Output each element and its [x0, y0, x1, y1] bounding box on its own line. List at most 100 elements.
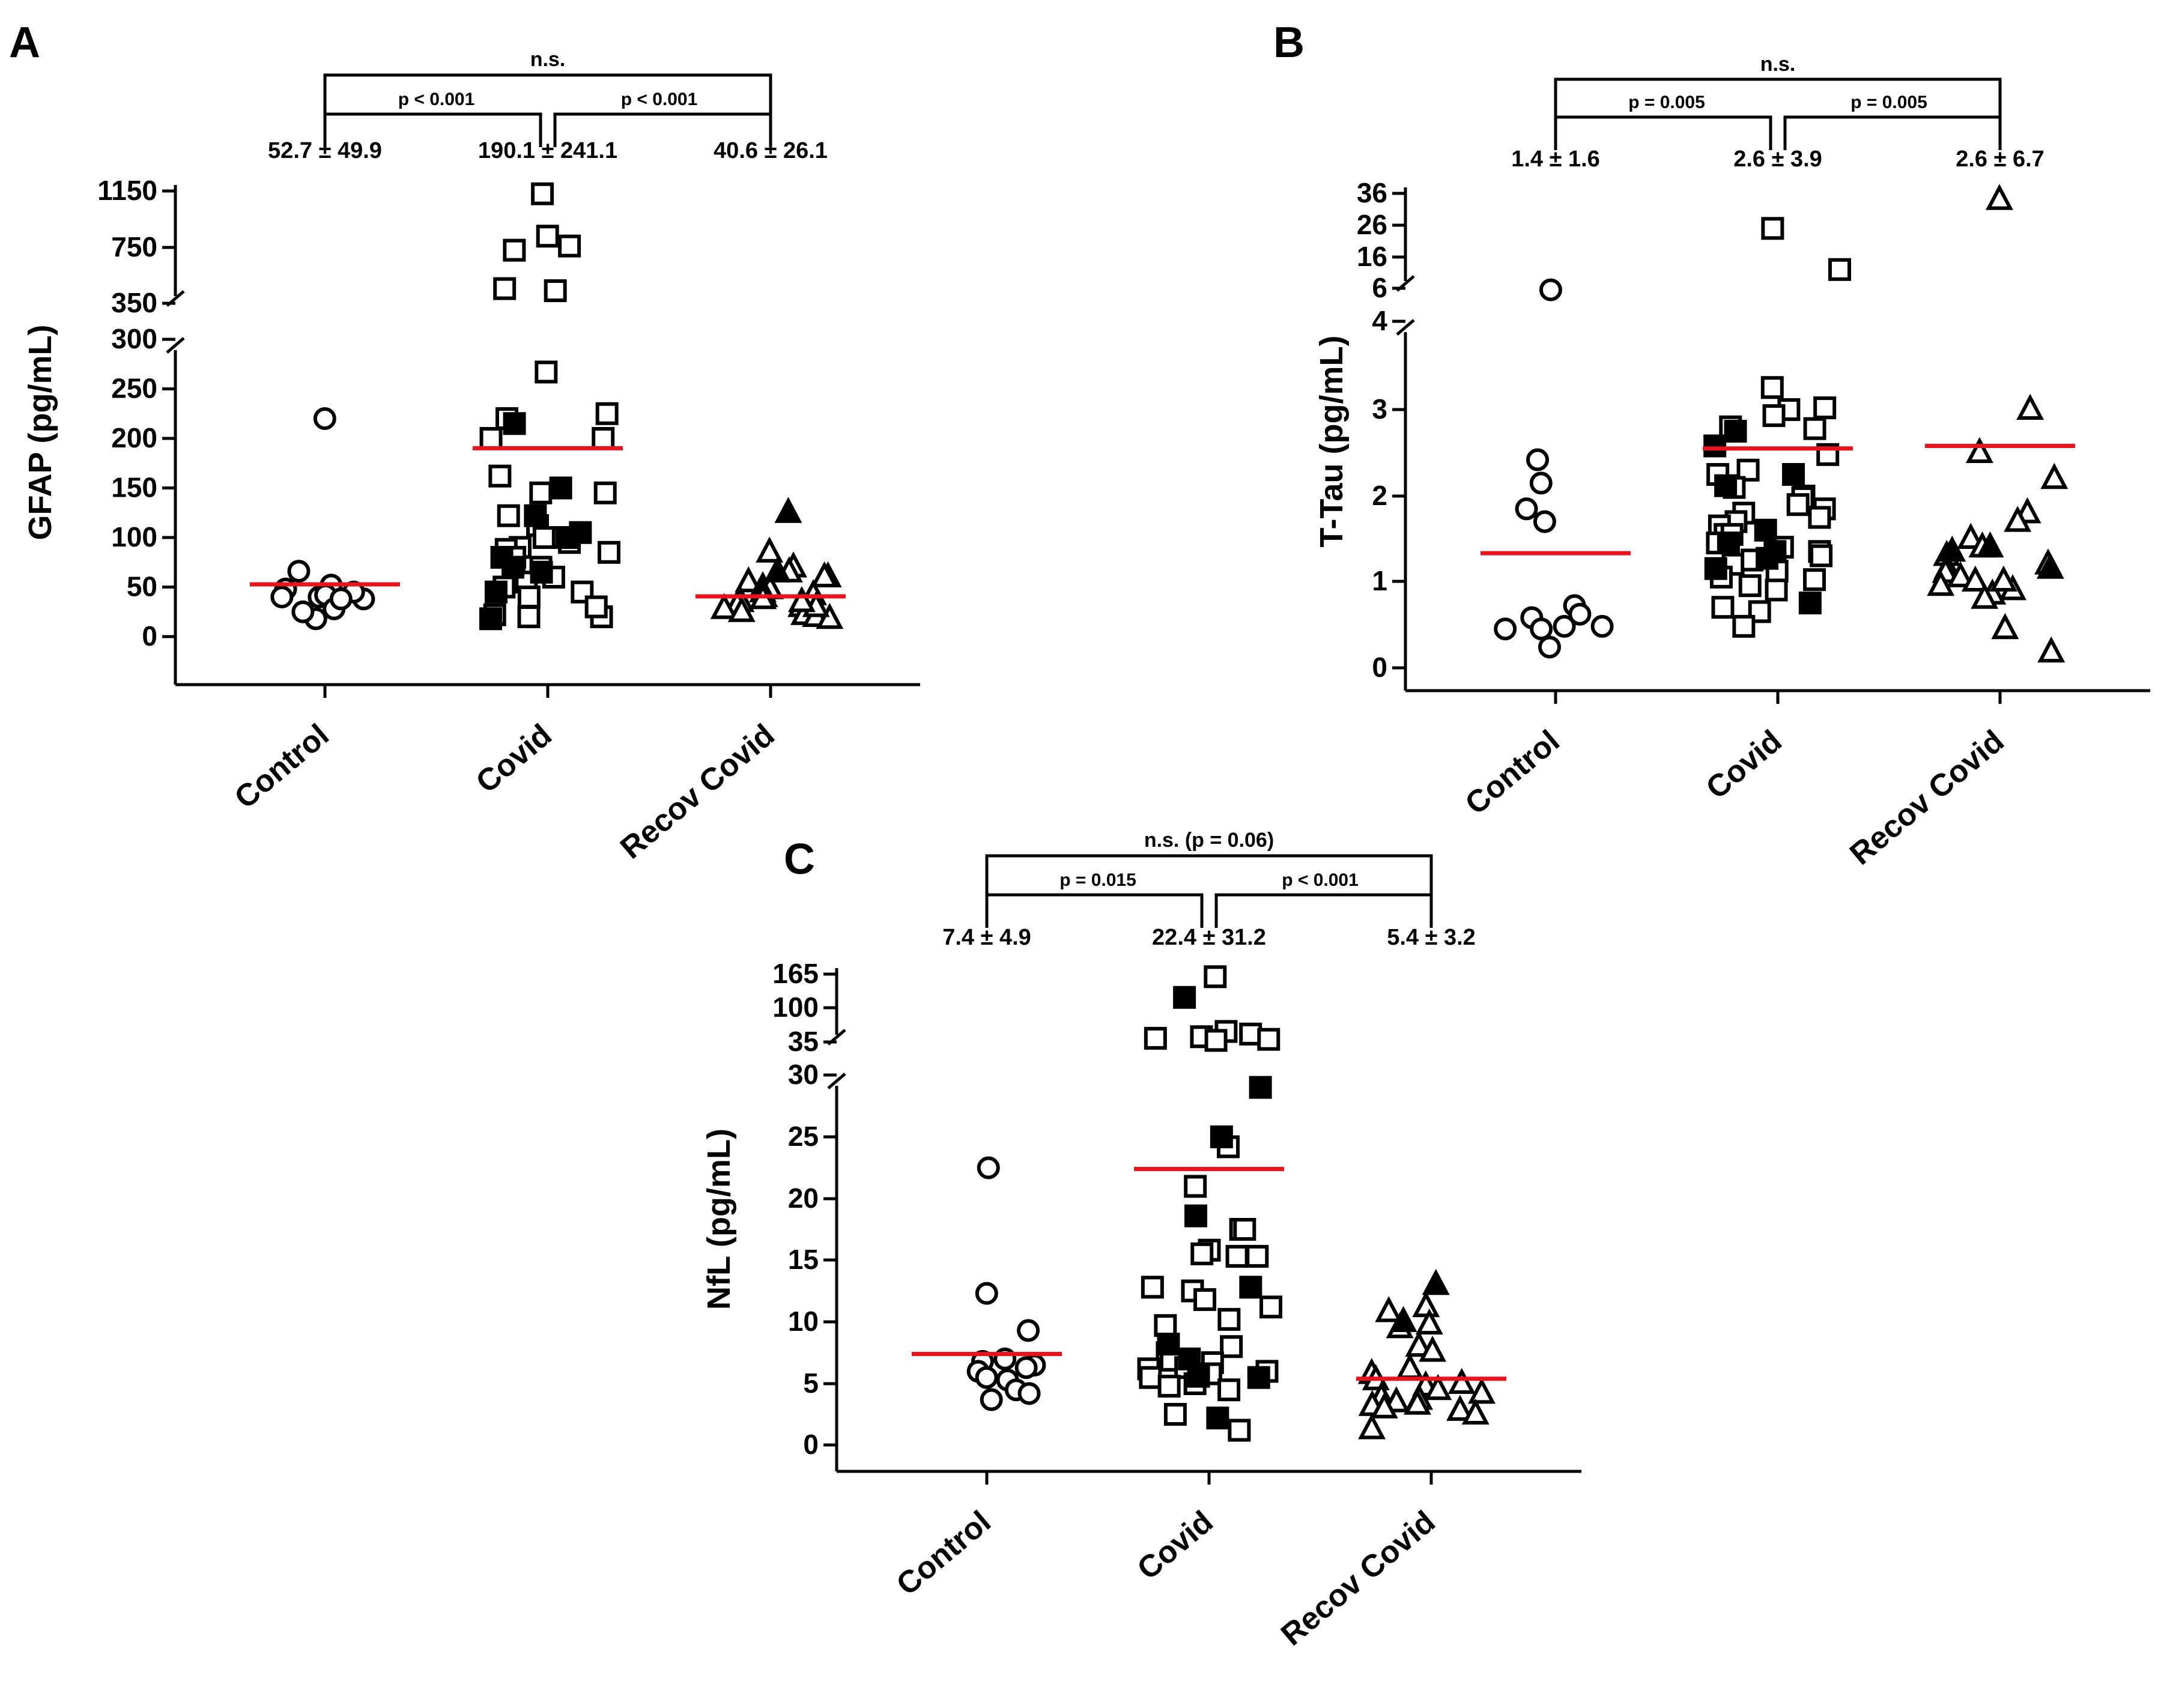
data-point [1798, 592, 1822, 614]
data-point [479, 427, 503, 450]
y-axis-label: GFAP (pg/mL) [22, 325, 58, 541]
data-point [270, 586, 294, 608]
y-tick-label: 16 [1357, 241, 1387, 272]
data-point [1239, 1276, 1262, 1299]
y-tick-label: 6 [1372, 272, 1387, 303]
y-tick-label: 300 [111, 323, 157, 354]
comparison-label: n.s. [1760, 53, 1796, 76]
data-point [503, 238, 526, 262]
data-point [735, 566, 763, 593]
data-point [1568, 602, 1592, 626]
comparison-bracket [985, 893, 1204, 928]
panel-letter: B [1273, 19, 1305, 67]
data-point [1538, 635, 1561, 659]
data-point [1494, 617, 1517, 641]
data-point [517, 586, 541, 608]
data-point [1756, 547, 1779, 570]
y-tick-label: 10 [788, 1306, 819, 1337]
data-point [1403, 1389, 1431, 1415]
data-point [1971, 583, 1999, 609]
data-point [1724, 420, 1747, 443]
data-point [1193, 1288, 1217, 1311]
data-point [287, 560, 311, 583]
data-point [1017, 1319, 1040, 1342]
data-point [1711, 596, 1735, 619]
data-point [1141, 1276, 1164, 1299]
data-point [1985, 184, 2013, 210]
data-point [1927, 569, 1955, 596]
comparison-label: p = 0.005 [1850, 92, 1927, 112]
comparison-bracket [1214, 893, 1433, 928]
data-point [1813, 396, 1837, 420]
data-point [1786, 493, 1810, 516]
comparison-bracket [1554, 77, 2002, 150]
data-point [497, 504, 520, 527]
axis-break-mark [827, 1073, 846, 1089]
data-point [1246, 1244, 1269, 1268]
y-tick-label: 4 [1372, 305, 1387, 336]
data-point [1762, 404, 1786, 428]
y-tick-label: 30 [788, 1059, 819, 1090]
y-tick-label: 15 [788, 1244, 819, 1275]
data-point [531, 182, 554, 205]
data-point [1754, 518, 1777, 542]
comparison-bracket [323, 73, 772, 147]
data-point [1590, 614, 1614, 638]
data-point [1424, 1373, 1452, 1401]
data-point [1468, 1377, 1496, 1404]
x-category-label: Recov Covid [614, 718, 781, 866]
data-point [503, 412, 526, 435]
data-point [1173, 986, 1196, 1009]
data-point [1389, 1306, 1417, 1332]
data-point [1217, 1307, 1241, 1331]
data-point [1206, 1407, 1229, 1430]
data-point [488, 464, 512, 488]
data-point [593, 481, 617, 504]
data-point [1163, 1403, 1187, 1426]
data-point [727, 596, 756, 622]
data-point [774, 497, 802, 523]
y-tick-label: 165 [772, 958, 819, 989]
data-point [980, 1388, 1003, 1411]
group-recov-covid [710, 497, 844, 629]
data-point [1405, 1330, 1433, 1357]
data-point [1412, 1291, 1440, 1318]
y-tick-label: 150 [111, 472, 157, 503]
data-point [1529, 471, 1553, 495]
data-point [1415, 1308, 1443, 1335]
y-tick-label: 25 [788, 1121, 819, 1152]
group-control [1494, 278, 1614, 659]
data-point [1375, 1296, 1403, 1322]
data-point [1396, 1352, 1424, 1379]
group-covid [1703, 217, 1852, 638]
comparison-label: n.s. (p = 0.06) [1144, 829, 1274, 852]
data-point [535, 360, 558, 384]
data-point [597, 541, 620, 564]
y-tick-label: 0 [1372, 652, 1387, 683]
group-stats-label: 1.4 ± 1.6 [1511, 147, 1600, 172]
x-category-label: Control [1459, 724, 1566, 822]
data-point [1228, 1419, 1251, 1442]
group-stats-label: 5.4 ± 3.2 [1387, 925, 1476, 950]
data-point [1533, 510, 1556, 533]
comparison-bracket [1554, 115, 1772, 150]
data-point [1217, 1378, 1241, 1402]
data-point [710, 593, 738, 619]
group-control [270, 407, 375, 631]
data-point [1717, 531, 1740, 555]
data-point [1761, 217, 1784, 240]
comparison-bracket [553, 112, 772, 147]
data-point [493, 277, 517, 300]
data-point [532, 526, 556, 549]
data-point [1017, 1382, 1041, 1405]
data-point [584, 595, 608, 619]
data-point [1225, 1244, 1249, 1268]
panel-letter: A [9, 19, 40, 67]
data-point [556, 526, 579, 549]
data-point [1358, 1413, 1386, 1440]
data-point [1553, 614, 1576, 638]
data-point [1249, 1076, 1272, 1099]
